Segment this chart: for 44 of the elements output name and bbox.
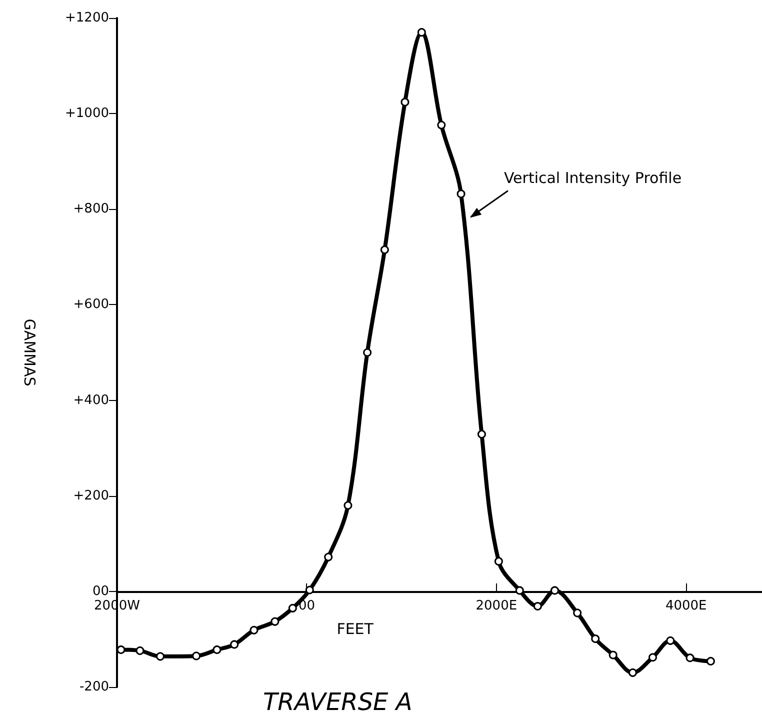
y-tick-label: +1000 [65,106,109,122]
point [192,652,201,660]
point [456,190,466,198]
x-tick-label: 2000E [476,598,518,614]
point [608,650,618,660]
point [686,654,694,662]
point [270,617,280,626]
x-axis-title: FEET [336,620,374,638]
point [648,653,657,662]
point [515,586,524,595]
point [706,656,715,666]
point [417,28,426,37]
y-tick-label: +200 [73,488,109,504]
point [533,602,542,610]
y-tick-label: +600 [73,297,109,312]
y-tick-label: +800 [73,202,109,217]
point [288,604,297,612]
y-axis-title: GAMMAS [20,318,38,386]
y-tick-label: +1200 [65,10,109,26]
x-tick-label: 4000E [665,598,707,614]
point [250,626,258,634]
point [324,552,333,562]
point [344,501,352,510]
point [380,246,389,254]
point [550,586,559,595]
point [628,668,637,677]
annotation: Vertical Intensity Profile [504,168,682,187]
point [477,430,486,438]
point [230,640,239,649]
point [437,120,446,130]
point [363,348,372,357]
text: TRAVERSE A [263,688,412,716]
y-tick-label: +400 [73,392,109,408]
point [156,652,165,661]
point [136,646,144,655]
point [305,586,314,594]
y-tick-label: 00 [92,584,109,599]
point [494,557,503,566]
point [591,634,600,643]
point [666,636,675,645]
y-tick-label: -200 [79,680,109,694]
point [400,98,410,106]
point [212,645,222,654]
point [573,608,582,618]
